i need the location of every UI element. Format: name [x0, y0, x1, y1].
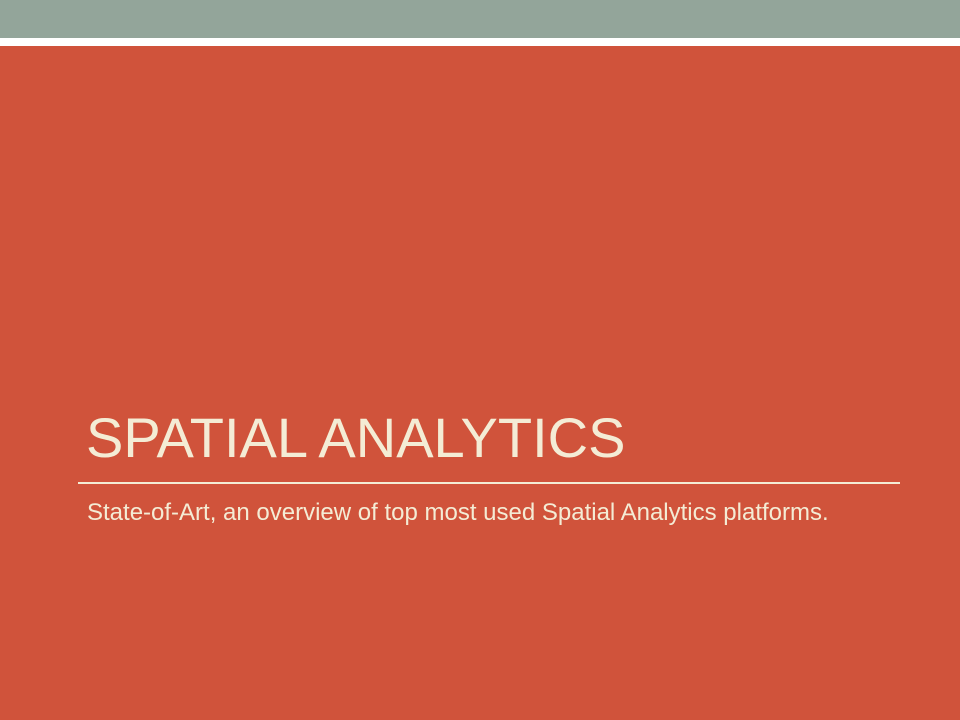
title-divider: [78, 482, 900, 484]
top-decorative-band: [0, 0, 960, 38]
slide-subtitle[interactable]: State-of-Art, an overview of top most us…: [87, 499, 829, 526]
slide-canvas: [0, 46, 960, 720]
slide-title[interactable]: SPATIAL ANALYTICS: [86, 406, 626, 469]
top-separator: [0, 38, 960, 46]
